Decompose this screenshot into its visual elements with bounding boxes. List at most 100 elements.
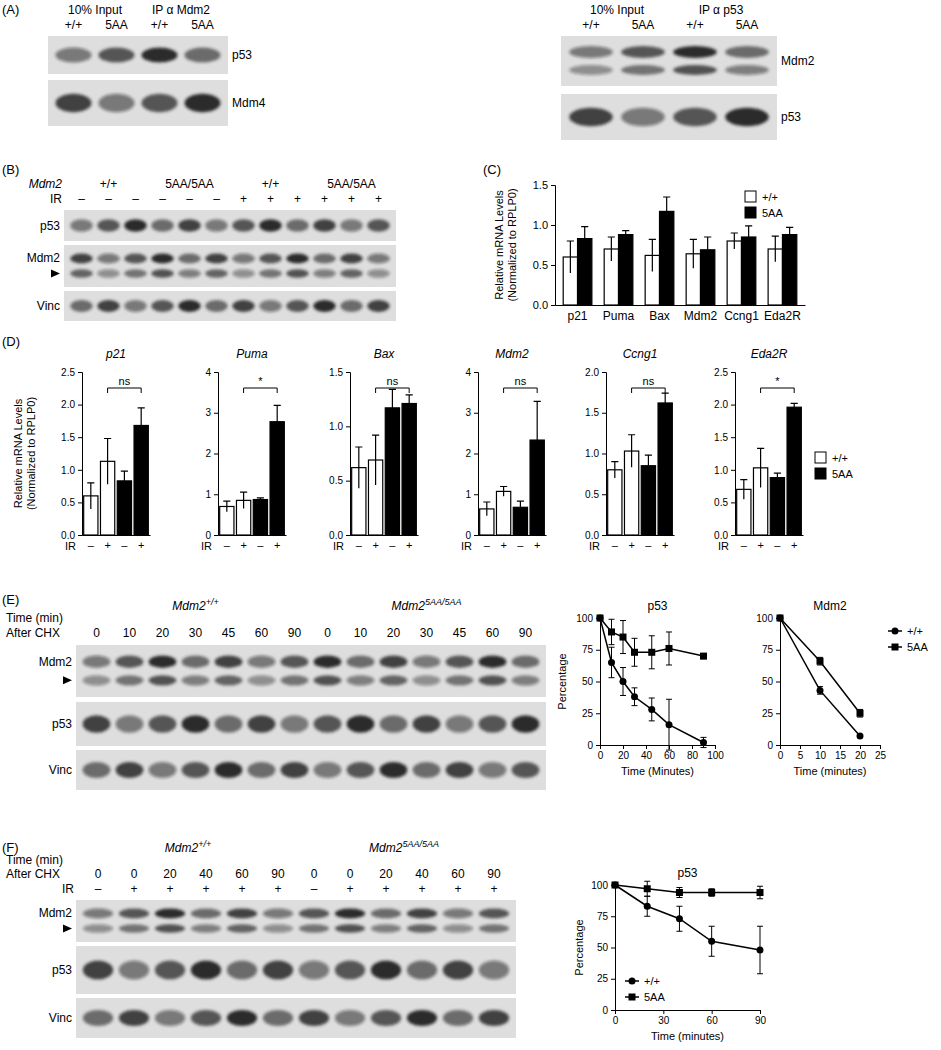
tick: 3 [465,407,478,418]
error-bar [608,237,615,261]
blot-band [124,300,147,312]
blot-membrane [48,36,228,74]
x-axis-title: IR [333,540,344,552]
marker-circle [817,687,824,694]
blot-band [116,715,144,733]
blot-band [673,46,717,58]
blot-band [227,1010,257,1026]
tick-label: 0 [602,1005,608,1016]
chart-title: Mdm2 [813,599,847,613]
band-arrowhead [63,925,72,933]
tick: 75 [762,644,780,655]
tick-label: 25 [875,750,887,761]
lane-label: 5AA [632,18,655,32]
plot-area [220,405,285,535]
tick-mark [611,916,615,917]
tick: 30 [658,1010,670,1026]
group-label-superscript: +/+ [198,839,211,849]
blot-band [335,960,365,979]
lane-label: 0 [131,867,138,881]
blot-bands [70,300,390,312]
tick: + [757,539,763,551]
plot-area [352,389,417,535]
tick-label: 100 [756,613,773,624]
tick: 5 [798,745,804,761]
band-arrowhead [51,270,60,278]
blot-band [313,300,336,312]
significance-bracket [376,388,410,393]
lane-label: – [105,192,112,206]
tick: 90 [755,1010,767,1026]
blot-band [313,219,336,231]
error-bar [620,668,626,696]
lane-axis-label: After CHX [6,626,60,640]
plot-area [597,615,708,751]
tick-mark [214,535,218,536]
panel-label: (D) [2,334,20,349]
tick-label: + [500,539,506,551]
tick-mark [78,470,82,471]
blot-band [263,960,293,979]
legend-label: 5AA [644,991,665,1003]
line-chart: 0255075100020406080100p53Time (Minutes)P… [556,599,724,777]
error-bar [676,888,682,898]
blot-band [512,675,540,685]
blot-row-label: Vinc [49,763,72,777]
tick-label: 60 [664,750,676,761]
blot-bands [55,47,220,62]
tick: + [500,539,506,551]
legend: +/+ 5AA [625,975,665,1003]
tick-label: + [138,539,144,551]
tick-label: 0.5 [329,475,343,486]
blot-row-label: p53 [781,110,801,124]
tick-label: 0 [613,1015,619,1026]
blot-band [313,269,336,277]
blot-band [281,762,309,778]
tick-mark [78,502,82,503]
legend-label: +/+ [644,975,660,987]
legend: +/+5AA [815,452,853,480]
legend-label: 5AA [832,468,853,480]
blot-band [286,300,309,312]
error-bar [690,239,697,268]
marker-circle [644,903,651,910]
blot-row-label: p53 [40,219,60,233]
tick: 1.0 [585,448,606,459]
group-label-superscript: +/+ [206,597,219,607]
error-bar [500,487,507,497]
error-bar [644,881,650,896]
tick-label: – [517,539,524,551]
y-axis-title: (Normalized to RPLP0) [506,188,518,301]
tick: – [484,539,491,551]
blot-band [569,108,613,126]
group-label-text: Mdm2 [165,841,199,855]
tick-mark [760,1010,761,1014]
error-bar [372,435,379,485]
lane-ir-label: – [95,882,102,896]
lane-group-label: 10% Input [590,3,645,17]
figure-svg: (A)(B)(C)(D)(E)(F)10% Input+/+5AAIP α Md… [0,0,941,1050]
group-label-text: 10% Input [590,3,645,17]
tick: – [389,539,396,551]
tick-label: 50 [597,942,609,953]
tick: 0 [602,1005,615,1016]
legend: +/+5AA [888,625,928,653]
blot-band [232,300,255,312]
series-line [600,618,704,742]
error-bar [704,237,711,263]
marker-square [777,615,784,622]
blot-band [621,46,665,58]
plot-area [737,403,802,535]
tick-label: 75 [597,911,609,922]
error-bar [666,632,672,665]
blot-band [232,219,255,231]
tick-mark [474,372,478,373]
axis-line [474,373,479,536]
blot-band [446,655,474,667]
blot-band [205,219,228,231]
blot-band [314,675,342,685]
blot-row-label: Mdm2 [781,54,815,68]
group-label-text: +/+ [100,177,117,191]
tick-label: Puma [603,309,635,323]
blot-band [335,1010,365,1026]
